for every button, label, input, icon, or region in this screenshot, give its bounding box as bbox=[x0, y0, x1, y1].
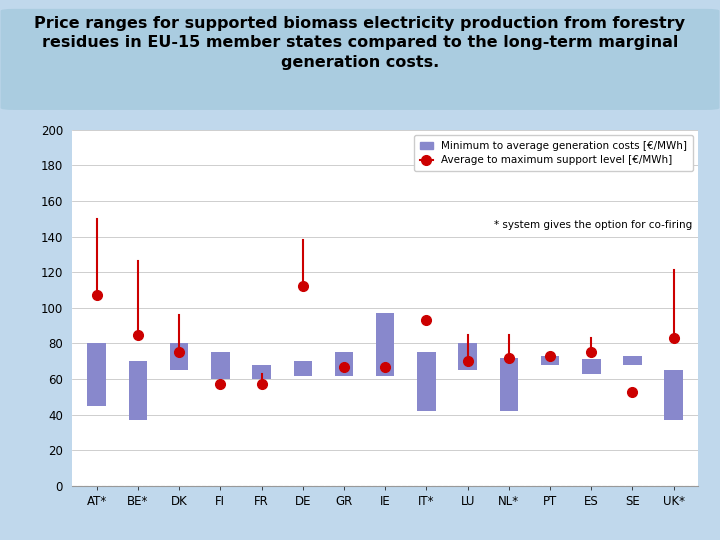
Bar bbox=[252, 365, 271, 379]
Bar bbox=[376, 313, 395, 375]
Bar bbox=[665, 370, 683, 420]
Bar bbox=[170, 343, 189, 370]
Bar bbox=[87, 343, 106, 406]
Bar bbox=[582, 360, 600, 374]
Text: Price ranges for supported biomass electricity production from forestry
residues: Price ranges for supported biomass elect… bbox=[35, 16, 685, 70]
Bar bbox=[459, 343, 477, 370]
Bar bbox=[335, 352, 354, 375]
Legend: Minimum to average generation costs [€/MWh], Average to maximum support level [€: Minimum to average generation costs [€/M… bbox=[414, 135, 693, 172]
Bar bbox=[500, 357, 518, 411]
Bar bbox=[129, 361, 147, 420]
FancyBboxPatch shape bbox=[1, 9, 719, 110]
Bar bbox=[211, 352, 230, 379]
Bar bbox=[417, 353, 436, 411]
Text: * system gives the option for co-firing: * system gives the option for co-firing bbox=[494, 220, 692, 231]
Bar bbox=[294, 361, 312, 375]
Bar bbox=[541, 356, 559, 365]
Bar bbox=[624, 356, 642, 365]
